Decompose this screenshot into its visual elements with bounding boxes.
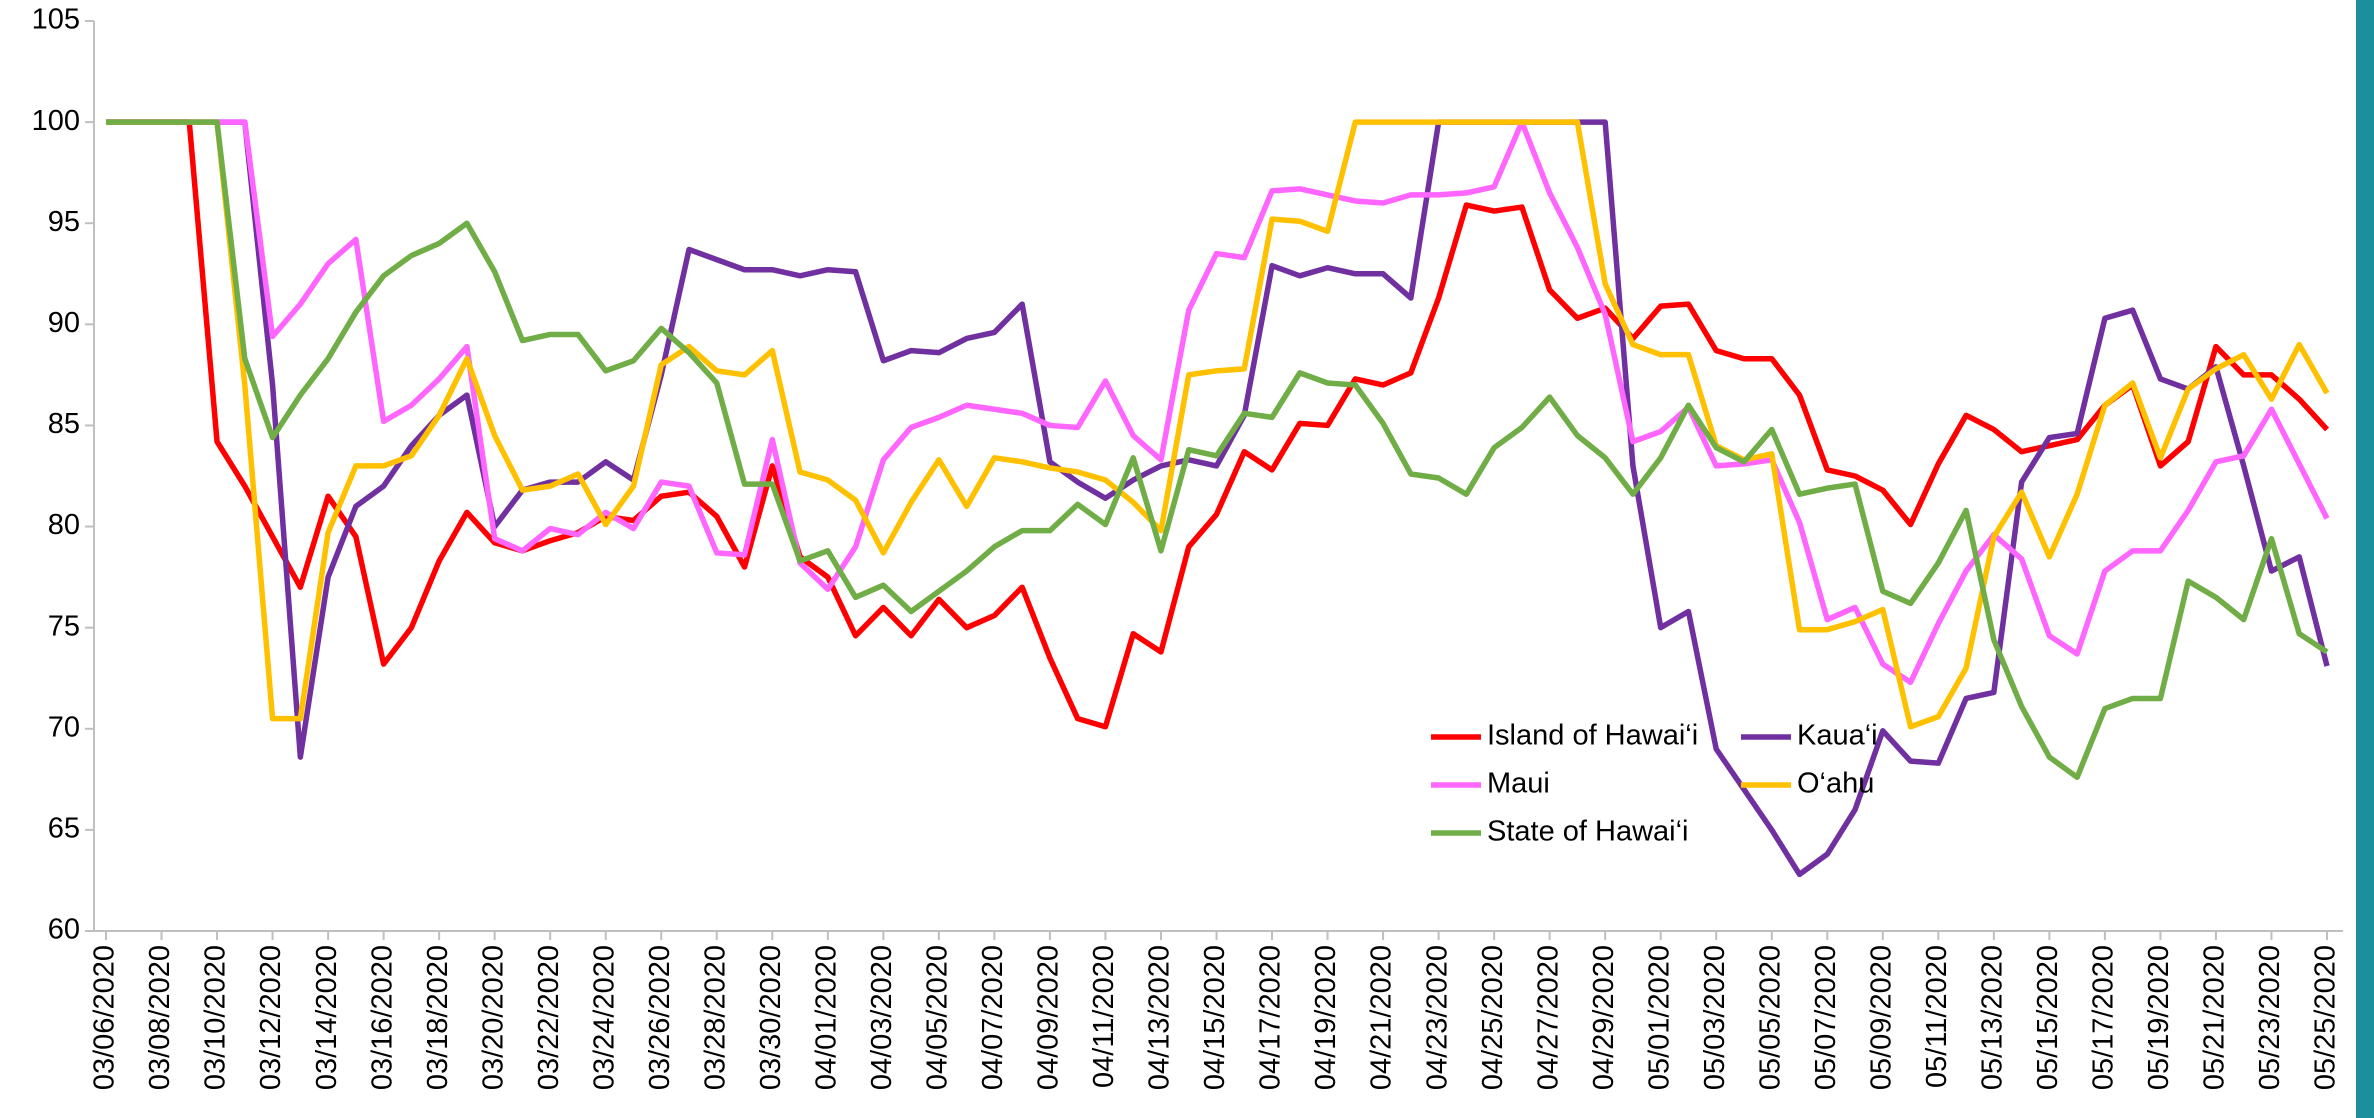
x-tick-label: 03/24/2020 [588,945,620,1090]
x-tick-label: 05/09/2020 [1865,945,1897,1090]
legend-label: O‘ahu [1797,768,1874,800]
series-line [106,119,2330,730]
y-tick-label: 75 [48,610,80,642]
x-tick-label: 04/05/2020 [922,945,954,1090]
legend-label: Kaua‘i [1797,720,1878,752]
x-tick-label: 03/12/2020 [255,945,287,1090]
x-tick-label: 05/03/2020 [1699,945,1731,1090]
series-line [106,119,2329,781]
x-tick-label: 03/22/2020 [533,945,565,1090]
x-tick-label: 05/21/2020 [2199,945,2231,1090]
x-tick-label: 03/08/2020 [144,945,176,1090]
x-tick-label: 04/11/2020 [1088,945,1120,1088]
x-tick-label: 04/21/2020 [1366,945,1398,1090]
legend-label: Maui [1487,768,1550,800]
x-tick-label: 03/16/2020 [366,945,398,1090]
x-tick-label: 05/11/2020 [1921,945,1953,1088]
x-tick-label: 04/25/2020 [1477,945,1509,1090]
x-tick-label: 05/13/2020 [1977,945,2009,1090]
x-tick-label: 04/27/2020 [1532,945,1564,1090]
x-tick-label: 03/20/2020 [477,945,509,1090]
y-tick-label: 70 [48,711,80,743]
x-tick-label: 04/19/2020 [1310,945,1342,1090]
x-tick-label: 05/25/2020 [2310,945,2342,1090]
x-tick-label: 05/23/2020 [2254,945,2286,1090]
edge-bar [2356,0,2374,1118]
x-tick-label: 05/01/2020 [1643,945,1675,1090]
x-tick-label: 04/01/2020 [810,945,842,1090]
x-tick-label: 03/30/2020 [755,945,787,1090]
x-tick-label: 04/07/2020 [977,945,1009,1090]
x-tick-label: 04/09/2020 [1033,945,1065,1090]
x-tick-label: 03/26/2020 [644,945,676,1090]
x-tick-label: 05/17/2020 [2088,945,2120,1090]
x-tick-label: 04/23/2020 [1421,945,1453,1090]
x-tick-label: 05/07/2020 [1810,945,1842,1090]
x-tick-label: 03/10/2020 [200,945,232,1090]
legend-label: State of Hawai‘i [1487,816,1689,848]
x-tick-label: 04/17/2020 [1255,945,1287,1090]
x-tick-label: 04/13/2020 [1144,945,1176,1090]
series-line [106,119,2330,878]
y-tick-label: 100 [32,105,80,137]
x-tick-label: 03/06/2020 [89,945,121,1090]
x-tick-label: 03/14/2020 [311,945,343,1090]
x-tick-label: 05/15/2020 [2032,945,2064,1090]
y-tick-label: 65 [48,813,80,845]
x-tick-label: 04/03/2020 [866,945,898,1090]
y-tick-label: 90 [48,307,80,339]
y-tick-label: 105 [32,4,80,36]
x-tick-label: 03/28/2020 [699,945,731,1090]
x-tick-label: 04/29/2020 [1588,945,1620,1090]
y-tick-label: 95 [48,206,80,238]
x-tick-label: 05/05/2020 [1754,945,1786,1090]
y-tick-label: 80 [48,509,80,541]
y-tick-label: 60 [48,914,80,946]
x-tick-label: 04/15/2020 [1199,945,1231,1090]
x-tick-label: 05/19/2020 [2143,945,2175,1090]
series-line [106,119,2330,730]
legend-label: Island of Hawai‘i [1487,720,1698,752]
x-tick-label: 03/18/2020 [422,945,454,1090]
series-line [106,119,2330,686]
y-tick-label: 85 [48,408,80,440]
